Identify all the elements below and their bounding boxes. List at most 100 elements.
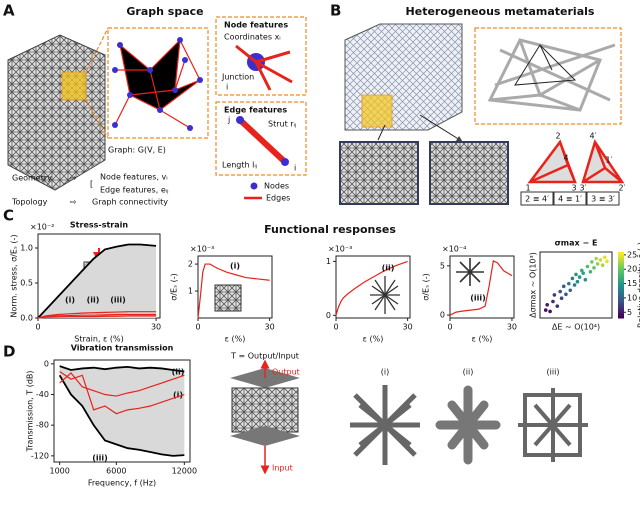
structure-i [350, 385, 420, 465]
series-line [37, 315, 157, 319]
node-box [215, 16, 307, 96]
point [543, 308, 548, 312]
point [552, 293, 557, 297]
length: Length lᵢⱼ [222, 161, 257, 170]
series-line [59, 365, 185, 373]
point [567, 281, 571, 286]
colorbar-segment [618, 289, 624, 293]
y-tick-label: 1 [326, 257, 331, 266]
x-tick-label: 30 [151, 323, 161, 332]
x-axis-label: ε (%) [363, 335, 384, 344]
y-tick-label: 0.5 [20, 279, 33, 288]
panel-label: D [3, 343, 15, 361]
colorbar-tick-label: 20 [627, 265, 637, 274]
point [545, 303, 549, 307]
vertex-label: 2′ [619, 184, 626, 193]
colorbar-segment [618, 252, 624, 255]
plot-frame [449, 255, 515, 319]
point [583, 277, 588, 282]
colorbar-segment [618, 291, 624, 295]
y-exponent: ×10⁻³ [328, 245, 352, 254]
sample-image [429, 141, 509, 205]
y-tick-label: 0 [44, 359, 49, 368]
point [548, 309, 552, 314]
equiv-box [553, 191, 587, 206]
x-tick-label: 6000 [106, 467, 126, 476]
point [577, 275, 582, 279]
equiv-label: 4 ≡ 1′ [558, 195, 582, 204]
point [572, 283, 577, 287]
point [564, 292, 568, 297]
unit-cell [487, 38, 616, 112]
series-label: (ii) [87, 296, 100, 305]
y-axis-label: Δσmax ∼ O(10³) [529, 252, 538, 318]
plot-frame [539, 251, 613, 319]
bracket: [ [90, 180, 93, 189]
structure-label: (i) [381, 368, 389, 377]
point [561, 284, 566, 289]
colorbar-segment [618, 269, 624, 273]
junction: Junction [221, 73, 254, 82]
arrow: ⇨ [70, 174, 77, 183]
edge-feat: Edge features, eᵢⱼ [100, 186, 169, 195]
lattice [231, 387, 299, 433]
y-tick-label: 1.0 [20, 244, 33, 253]
colorbar-segment [618, 300, 624, 304]
chart-title: Stress-strain [70, 221, 128, 230]
point [588, 270, 593, 274]
x-tick-label: 0 [35, 323, 40, 332]
y-tick-label: 5 [440, 261, 445, 270]
highlight-cell [361, 94, 393, 128]
x-tick-label: 30 [403, 323, 413, 332]
point [574, 272, 578, 277]
strut-icon [237, 117, 288, 165]
colorbar-segment [618, 254, 624, 257]
colorbar-segment [618, 278, 624, 282]
graph-box [107, 27, 209, 139]
point [592, 266, 596, 270]
equiv-label: 2 ≡ 4′ [525, 195, 549, 204]
edge-box [215, 101, 307, 176]
y-tick-label: -120 [31, 451, 49, 460]
point [590, 260, 594, 264]
panel-a: A Graph space Graph: G(V, E) Node featur… [3, 2, 307, 207]
series-line [197, 263, 270, 319]
series-label: (i) [65, 296, 75, 305]
x-axis-label: ε (%) [472, 335, 493, 344]
panel-b: B Heterogeneous metamaterials 2 4′ 4 1′ 1 3 3′… [330, 2, 626, 206]
structure-iii [518, 388, 588, 462]
y-tick-label: 0 [440, 311, 445, 320]
colorbar-tick-label: 15 [627, 279, 637, 288]
series-line [37, 311, 157, 319]
highlight-cell [61, 71, 87, 101]
series-line [58, 374, 185, 457]
strut: Strut rᵢⱼ [268, 120, 296, 129]
area [59, 366, 185, 456]
series-line [59, 371, 185, 415]
tetra-diagram [527, 139, 625, 184]
series-label: (ii) [172, 368, 185, 377]
point [575, 279, 580, 284]
y-axis-label: Norm. stress, σ/Eₛ (-) [10, 234, 19, 317]
point [603, 255, 607, 260]
point [600, 263, 605, 268]
structure-ii [435, 385, 501, 465]
tetrahedron [514, 44, 577, 86]
point [558, 289, 562, 294]
point [585, 264, 590, 269]
equiv-box [520, 191, 554, 206]
y-tick-label: -80 [36, 421, 49, 430]
y-axis-label: σ/Eₛ (-) [422, 273, 431, 300]
y-exponent: ×10⁻⁴ [442, 245, 466, 254]
y-tick-label: 1 [188, 287, 193, 296]
series-line [449, 260, 513, 316]
panel-label: B [330, 2, 341, 20]
geometry: Geometry [12, 174, 52, 183]
vertex-label: 3 [571, 184, 576, 193]
x-tick-label: 30 [507, 323, 517, 332]
connectivity: Graph connectivity [92, 198, 168, 207]
vertex-label: 4′ [590, 132, 597, 141]
series-line [335, 260, 408, 316]
plot-frame [335, 255, 411, 319]
y-tick-label: -40 [36, 390, 49, 399]
